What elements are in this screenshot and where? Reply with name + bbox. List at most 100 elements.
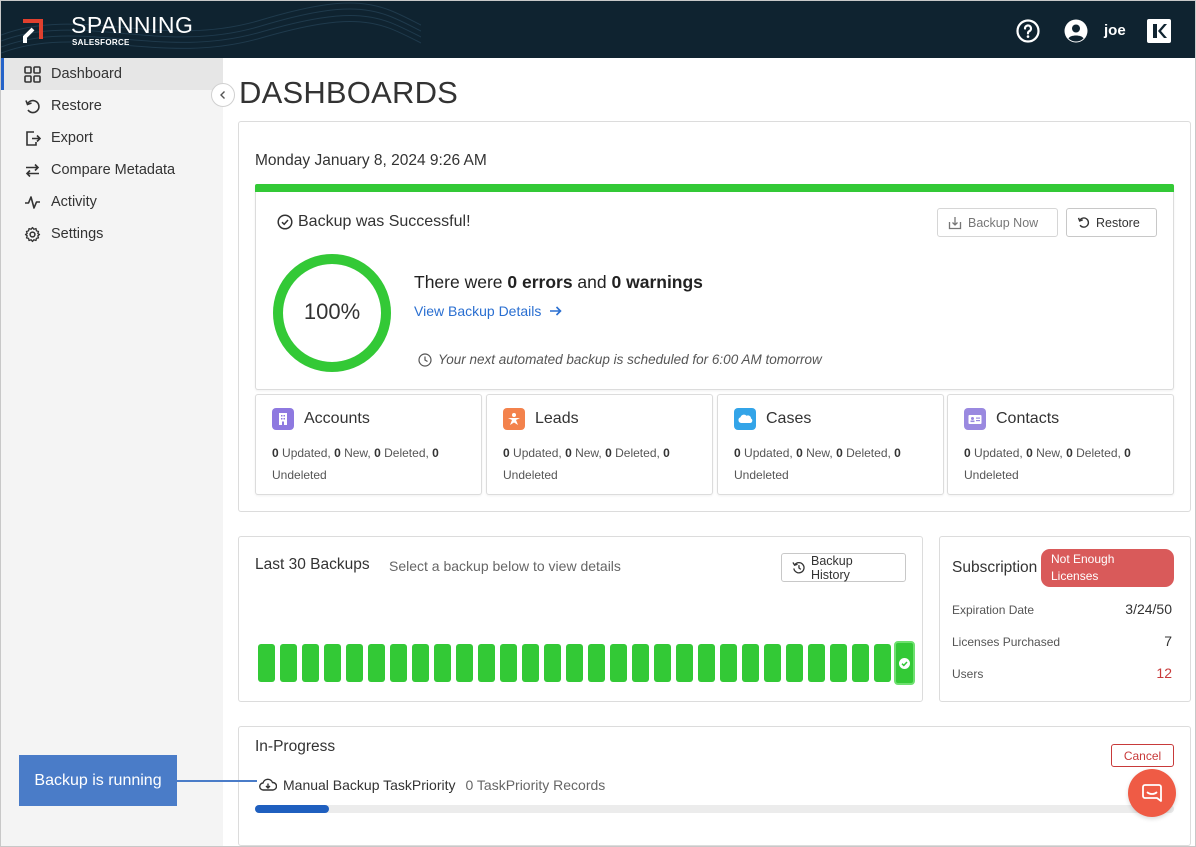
object-stats: 0 Updated, 0 New, 0 Deleted, 0 Undeleted: [964, 446, 1131, 482]
backup-bar[interactable]: [808, 644, 825, 682]
backup-bar[interactable]: [280, 644, 297, 682]
backup-bar[interactable]: [698, 644, 715, 682]
view-backup-details-link[interactable]: View Backup Details: [414, 303, 563, 319]
licenses-purchased-value: 7: [1164, 633, 1172, 649]
sidebar-collapse-button[interactable]: [211, 83, 235, 107]
check-circle-icon: [899, 657, 910, 669]
backup-bar[interactable]: [874, 644, 891, 682]
progress-arc: [273, 254, 391, 372]
user-avatar-icon[interactable]: [1064, 19, 1088, 43]
progress-track: [255, 805, 1174, 813]
object-title: Leads: [535, 410, 579, 427]
backup-bar[interactable]: [456, 644, 473, 682]
contact-card-icon: [964, 408, 986, 430]
backup-bar[interactable]: [434, 644, 451, 682]
download-icon: [948, 216, 962, 229]
chevron-left-icon: [220, 91, 225, 99]
undo-icon: [1077, 217, 1090, 228]
backup-now-button[interactable]: Backup Now: [937, 208, 1058, 237]
backup-bar[interactable]: [786, 644, 803, 682]
sidebar-item-compare-metadata[interactable]: Compare Metadata: [1, 154, 223, 186]
object-title: Contacts: [996, 410, 1060, 427]
progress-fill: [255, 805, 329, 813]
sidebar-item-restore[interactable]: Restore: [1, 90, 223, 122]
backup-bar[interactable]: [478, 644, 495, 682]
backup-success-message: Backup was Successful!: [277, 213, 471, 231]
current-datetime: Monday January 8, 2024 9:26 AM: [255, 152, 487, 169]
chat-icon: [1142, 784, 1162, 802]
warnings-count: 0 warnings: [611, 272, 703, 292]
object-card-leads[interactable]: Leads 0 Updated, 0 New, 0 Deleted, 0 Unde…: [486, 394, 713, 495]
sidebar-item-dashboard[interactable]: Dashboard: [1, 58, 223, 90]
task-records: 0 TaskPriority Records: [465, 777, 606, 793]
brand-name: SPANNING: [71, 12, 194, 38]
backup-bar[interactable]: [346, 644, 363, 682]
chat-launcher-button[interactable]: [1128, 769, 1176, 817]
sidebar-item-label: Export: [51, 130, 93, 146]
task-row: Manual Backup TaskPriority 0 TaskPriorit…: [259, 777, 605, 793]
history-icon: [792, 562, 805, 574]
sidebar-item-label: Settings: [51, 226, 104, 242]
backup-bar[interactable]: [654, 644, 671, 682]
gear-icon: [24, 226, 41, 243]
sidebar: Dashboard Restore Export Compare Metadat…: [1, 58, 223, 846]
arrow-right-icon: [550, 306, 563, 316]
success-text: Backup was Successful!: [298, 213, 471, 230]
salesforce-cloud-icon: [734, 408, 756, 430]
backup-bar[interactable]: [852, 644, 869, 682]
backup-bar[interactable]: [610, 644, 627, 682]
backup-bar[interactable]: [390, 644, 407, 682]
sidebar-item-export[interactable]: Export: [1, 122, 223, 154]
backup-bar[interactable]: [566, 644, 583, 682]
sidebar-item-activity[interactable]: Activity: [1, 186, 223, 218]
check-circle-icon: [277, 214, 293, 230]
success-status-bar: [255, 184, 1174, 192]
spanning-logo-icon: [23, 19, 43, 43]
details-link-label: View Backup Details: [414, 303, 542, 319]
backup-bar[interactable]: [522, 644, 539, 682]
export-icon: [26, 131, 41, 146]
top-bar: SPANNING SALESFORCE joe: [1, 1, 1195, 58]
backups-title: Last 30 Backups: [255, 556, 370, 573]
errors-mid: and: [572, 272, 612, 292]
header-waves-decoration: [1, 2, 421, 54]
cloud-download-icon: [259, 778, 277, 791]
cancel-button[interactable]: Cancel: [1111, 744, 1174, 767]
swap-icon: [25, 163, 40, 178]
object-card-cases[interactable]: Cases 0 Updated, 0 New, 0 Deleted, 0 Unde…: [717, 394, 944, 495]
annotation-connector: [177, 780, 257, 782]
backup-bar[interactable]: [742, 644, 759, 682]
backup-bar[interactable]: [720, 644, 737, 682]
backup-bar[interactable]: [324, 644, 341, 682]
backup-bar[interactable]: [500, 644, 517, 682]
page-title: DASHBOARDS: [239, 75, 459, 110]
sidebar-item-settings[interactable]: Settings: [1, 218, 223, 250]
license-warning-badge: Not Enough Licenses: [1041, 549, 1174, 587]
backup-bar[interactable]: [544, 644, 561, 682]
restore-button[interactable]: Restore: [1066, 208, 1157, 237]
backup-history-button[interactable]: Backup History: [781, 553, 906, 582]
backup-bar[interactable]: [764, 644, 781, 682]
restore-label: Restore: [1096, 215, 1140, 230]
help-icon[interactable]: [1016, 19, 1040, 43]
pulse-icon: [25, 196, 40, 209]
backup-bar[interactable]: [632, 644, 649, 682]
backup-bar[interactable]: [302, 644, 319, 682]
kaseya-icon[interactable]: [1147, 19, 1171, 43]
backup-bar-selected[interactable]: [894, 641, 915, 685]
object-title: Accounts: [304, 410, 370, 427]
user-name[interactable]: joe: [1104, 22, 1126, 39]
backup-bar[interactable]: [368, 644, 385, 682]
backup-bar[interactable]: [830, 644, 847, 682]
progress-percent: 100%: [303, 299, 361, 324]
backup-bar[interactable]: [588, 644, 605, 682]
undo-icon: [25, 99, 40, 114]
backup-bar[interactable]: [676, 644, 693, 682]
backup-bar[interactable]: [412, 644, 429, 682]
brand-subtitle: SALESFORCE: [72, 38, 130, 47]
backup-bar[interactable]: [258, 644, 275, 682]
errors-prefix: There were: [414, 272, 508, 292]
in-progress-card: [238, 726, 1191, 846]
